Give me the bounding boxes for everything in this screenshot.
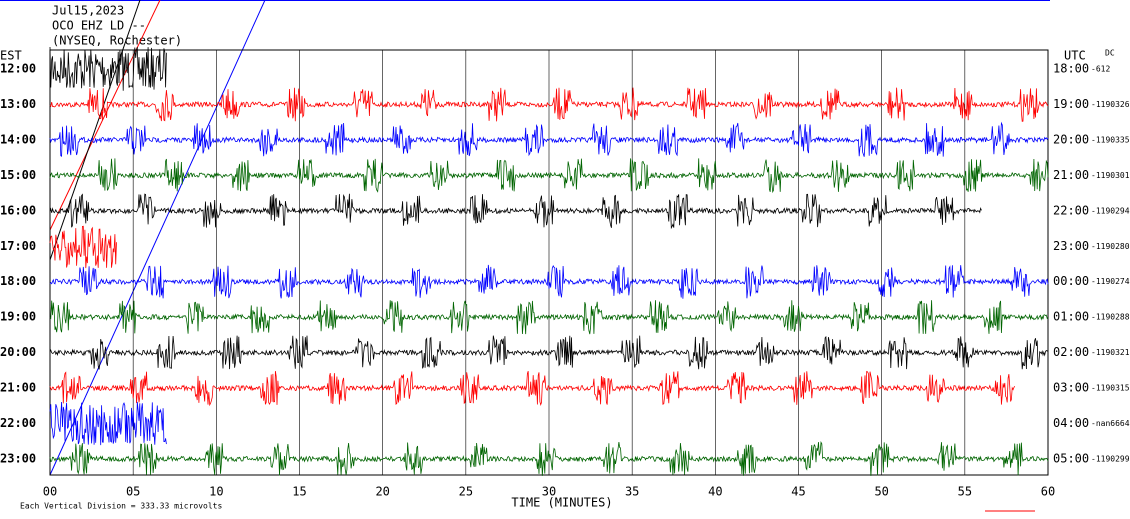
trace <box>49 370 1016 407</box>
left-time: 19:00 <box>0 310 36 324</box>
x-tick-label: 25 <box>459 485 473 499</box>
left-time: 20:00 <box>0 345 36 359</box>
header-line: OCO EHZ LD -- <box>52 19 146 33</box>
trace <box>49 158 1049 194</box>
right-time: 22:00 <box>1053 203 1089 217</box>
diagonal <box>49 0 141 261</box>
left-time: 18:00 <box>0 274 36 288</box>
dc-value: -nan6664 <box>1091 419 1130 428</box>
dc-value: -1190335 <box>1091 135 1130 144</box>
trace <box>49 225 117 269</box>
right-time: 19:00 <box>1053 97 1089 111</box>
x-tick-label: 35 <box>625 485 639 499</box>
dc-label: DC <box>1105 49 1115 58</box>
right-time: 03:00 <box>1053 381 1089 395</box>
right-time: 20:00 <box>1053 132 1089 146</box>
x-tick-label: 30 <box>542 485 556 499</box>
trace <box>49 264 1049 299</box>
right-time: 23:00 <box>1053 239 1089 253</box>
right-unit: UTC <box>1064 49 1086 63</box>
trace <box>49 46 167 91</box>
trace <box>49 401 167 446</box>
trace <box>49 193 982 230</box>
x-tick-label: 15 <box>292 485 306 499</box>
x-tick-label: 00 <box>43 485 57 499</box>
dc-value: -1190294 <box>1091 206 1130 215</box>
left-time: 15:00 <box>0 168 36 182</box>
dc-value: -1190321 <box>1091 348 1130 357</box>
header-line: Jul15,2023 <box>52 4 124 18</box>
left-time: 14:00 <box>0 132 36 146</box>
dc-value: -1190299 <box>1091 454 1130 463</box>
left-time: 12:00 <box>0 62 36 76</box>
dc-value: -1190301 <box>1091 171 1130 180</box>
dc-value: -612 <box>1091 65 1110 74</box>
right-time: 02:00 <box>1053 345 1089 359</box>
diagonal <box>49 0 266 476</box>
left-unit: EST <box>0 49 22 63</box>
left-time: 16:00 <box>0 203 36 217</box>
right-time: 01:00 <box>1053 310 1089 324</box>
dc-value: -1190326 <box>1091 100 1130 109</box>
x-tick-label: 45 <box>791 485 805 499</box>
right-time: 04:00 <box>1053 416 1089 430</box>
x-tick-label: 55 <box>958 485 972 499</box>
x-tick-label: 50 <box>874 485 888 499</box>
right-time: 18:00 <box>1053 62 1089 76</box>
x-axis-label: TIME (MINUTES) <box>511 496 612 510</box>
right-time: 21:00 <box>1053 168 1089 182</box>
dc-value: -1190280 <box>1091 242 1130 251</box>
x-tick-label: 60 <box>1041 485 1055 499</box>
trace <box>49 440 1049 476</box>
left-time: 23:00 <box>0 451 36 465</box>
trace <box>49 121 1049 157</box>
dc-value: -1190274 <box>1091 277 1130 286</box>
x-tick-label: 20 <box>375 485 389 499</box>
right-time: 00:00 <box>1053 274 1089 288</box>
x-tick-label: 10 <box>209 485 223 499</box>
left-time: 21:00 <box>0 381 36 395</box>
x-tick-label: 05 <box>126 485 140 499</box>
trace <box>49 335 1049 370</box>
header-line: (NYSEQ, Rochester) <box>52 34 182 48</box>
left-time: 13:00 <box>0 97 36 111</box>
dc-value: -1190315 <box>1091 384 1130 393</box>
dc-value: -1190288 <box>1091 313 1130 322</box>
trace <box>49 300 1049 335</box>
diagonal <box>49 0 161 231</box>
x-tick-label: 40 <box>708 485 722 499</box>
left-time: 22:00 <box>0 416 36 430</box>
footnote: Each Vertical Division = 333.33 microvol… <box>20 502 222 511</box>
right-time: 05:00 <box>1053 451 1089 465</box>
trace <box>49 87 1049 122</box>
left-time: 17:00 <box>0 239 36 253</box>
